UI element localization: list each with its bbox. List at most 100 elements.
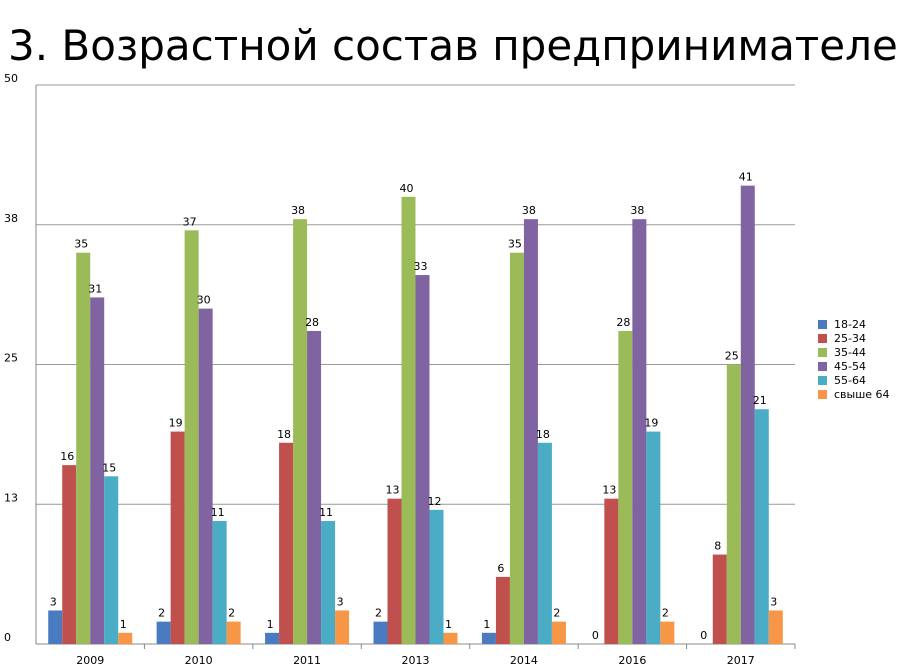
x-tick-label: 2009 xyxy=(76,654,104,667)
bar xyxy=(726,364,741,644)
legend-swatch xyxy=(818,390,827,399)
data-label: 38 xyxy=(630,204,644,217)
x-tick-label: 2011 xyxy=(293,654,321,667)
bar xyxy=(604,498,619,644)
data-label: 8 xyxy=(714,540,721,553)
data-label: 16 xyxy=(60,450,74,463)
y-tick-label: 13 xyxy=(4,491,18,504)
bar xyxy=(754,409,769,644)
x-tick-label: 2014 xyxy=(510,654,538,667)
bar xyxy=(415,275,430,644)
bar xyxy=(443,632,458,644)
bar xyxy=(279,442,294,644)
x-tick-label: 2010 xyxy=(185,654,213,667)
data-label: 0 xyxy=(592,629,599,642)
y-tick-label: 25 xyxy=(4,352,18,365)
data-label: 13 xyxy=(386,484,400,497)
legend-label: 25-34 xyxy=(834,332,866,345)
bar xyxy=(307,330,322,644)
bar xyxy=(429,509,444,644)
data-label: 41 xyxy=(739,171,753,184)
data-label: 40 xyxy=(400,182,414,195)
bar xyxy=(660,621,675,644)
bar xyxy=(184,230,199,644)
chart-title: 3. Возрастной состав предпринимателей. xyxy=(8,21,899,70)
data-label: 3 xyxy=(50,595,57,608)
data-label: 2 xyxy=(228,607,235,620)
bar xyxy=(226,621,241,644)
bar xyxy=(495,576,510,644)
bar xyxy=(212,521,227,644)
x-tick-label: 2013 xyxy=(402,654,430,667)
data-label: 30 xyxy=(197,294,211,307)
y-tick-label: 50 xyxy=(4,72,18,85)
bar xyxy=(198,308,213,644)
data-label: 28 xyxy=(305,316,319,329)
data-label: 1 xyxy=(267,618,274,631)
bar xyxy=(387,498,402,644)
bar xyxy=(768,610,783,644)
bar xyxy=(321,521,336,644)
bar xyxy=(481,632,496,644)
data-label: 18 xyxy=(277,428,291,441)
data-label: 2 xyxy=(553,607,560,620)
x-tick-label: 2016 xyxy=(618,654,646,667)
bar xyxy=(170,431,185,644)
bar xyxy=(265,632,280,644)
data-label: 13 xyxy=(602,484,616,497)
data-label: 3 xyxy=(337,595,344,608)
bar xyxy=(523,219,538,644)
legend-label: 18-24 xyxy=(834,318,866,331)
bar xyxy=(632,219,647,644)
bar xyxy=(62,465,77,644)
data-label: 1 xyxy=(483,618,490,631)
data-label: 18 xyxy=(536,428,550,441)
data-label: 37 xyxy=(183,215,197,228)
data-label: 38 xyxy=(291,204,305,217)
data-label: 38 xyxy=(522,204,536,217)
y-tick-label: 38 xyxy=(4,212,18,225)
data-label: 33 xyxy=(414,260,428,273)
bar xyxy=(48,610,63,644)
y-tick-label: 0 xyxy=(4,631,11,644)
bar xyxy=(335,610,350,644)
data-label: 25 xyxy=(725,350,739,363)
data-label: 6 xyxy=(497,562,504,575)
bar xyxy=(118,632,133,644)
legend-swatch xyxy=(818,376,827,385)
data-label: 31 xyxy=(88,282,102,295)
legend-swatch xyxy=(818,334,827,343)
bar xyxy=(156,621,171,644)
bar xyxy=(90,297,105,644)
legend-label: 45-54 xyxy=(834,360,866,373)
data-label: 1 xyxy=(445,618,452,631)
bar xyxy=(551,621,566,644)
x-tick-label: 2017 xyxy=(727,654,755,667)
data-label: 28 xyxy=(616,316,630,329)
data-label: 21 xyxy=(753,394,767,407)
data-label: 11 xyxy=(211,506,225,519)
legend-label: 55-64 xyxy=(834,374,866,387)
data-label: 11 xyxy=(319,506,333,519)
bar xyxy=(537,442,552,644)
data-label: 15 xyxy=(102,461,116,474)
data-label: 2 xyxy=(158,607,165,620)
legend-swatch xyxy=(818,348,827,357)
legend-label: свыше 64 xyxy=(834,388,890,401)
data-label: 3 xyxy=(770,595,777,608)
bar xyxy=(104,476,119,644)
legend-swatch xyxy=(818,362,827,371)
bar xyxy=(401,196,416,645)
data-label: 0 xyxy=(700,629,707,642)
bar xyxy=(618,330,633,644)
data-label: 1 xyxy=(120,618,127,631)
bar xyxy=(740,185,755,644)
bar xyxy=(646,431,661,644)
bar xyxy=(76,252,91,644)
bar xyxy=(373,621,388,644)
data-label: 35 xyxy=(74,238,88,251)
bar xyxy=(293,219,308,644)
data-label: 35 xyxy=(508,238,522,251)
legend-label: 35-44 xyxy=(834,346,866,359)
